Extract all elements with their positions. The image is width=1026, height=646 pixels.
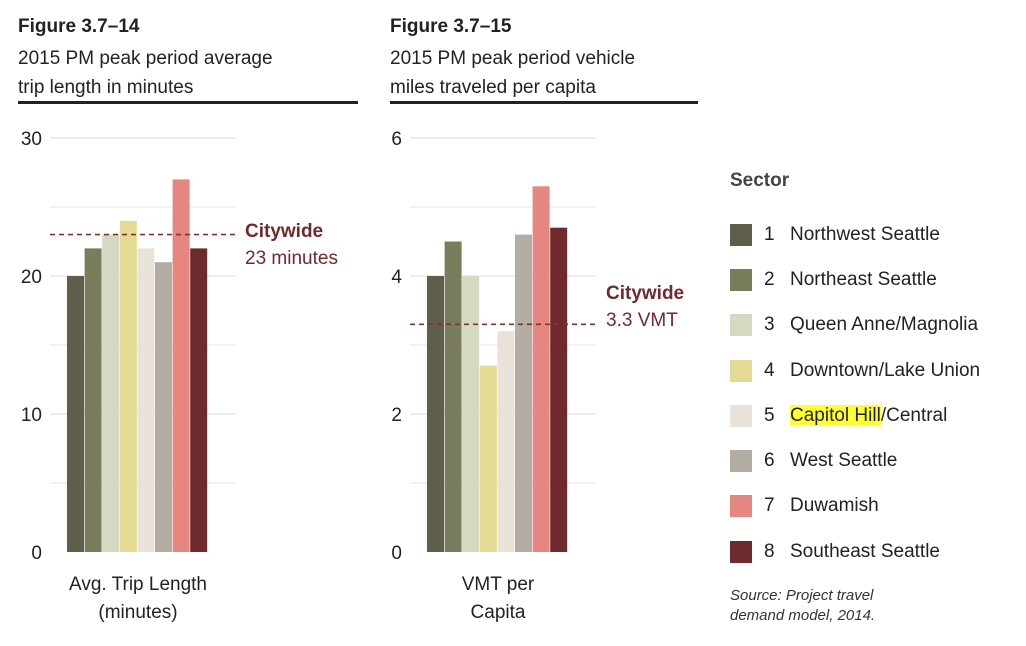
legend-label-highlight: Capitol Hill: [790, 404, 881, 426]
legend-number: 6: [764, 450, 775, 472]
vmt-ytick-label: 4: [391, 267, 402, 288]
vmt-bar-sector-5: [497, 331, 515, 552]
vmt-ytick-label: 2: [391, 405, 402, 426]
vmt-bar-sector-7: [532, 186, 550, 553]
legend-number: 1: [764, 223, 775, 245]
legend-item: 6 West Seattle: [730, 438, 980, 483]
right-subtitle-line1: 2015 PM peak period vehicle: [390, 48, 636, 69]
legend-label: Northwest Seattle: [790, 223, 940, 245]
legend-number: 7: [764, 495, 775, 517]
vmt-xlabel-line2: Capita: [471, 602, 526, 623]
legend-label: Northeast Seattle: [790, 268, 937, 290]
vmt-ytick-label: 6: [391, 129, 402, 150]
legend-swatch: [730, 223, 752, 246]
trip-length-ytick-label: 30: [21, 129, 42, 150]
legend-swatch: [730, 495, 752, 518]
trip-length-xlabel-line2: (minutes): [98, 602, 177, 623]
vmt-ytick-label: 0: [391, 543, 402, 564]
left-subtitle-line1: 2015 PM peak period average: [18, 48, 273, 69]
legend-item: 4 Downtown/Lake Union: [730, 348, 980, 393]
legend-number: 8: [764, 540, 775, 562]
right-figure-subtitle: 2015 PM peak period vehicle miles travel…: [390, 44, 635, 102]
legend-swatch: [730, 450, 752, 473]
trip-length-ytick-label: 10: [21, 405, 42, 426]
legend-number: 3: [764, 314, 775, 336]
trip-length-xlabel-line1: Avg. Trip Length: [69, 574, 207, 595]
trip-length-bar-sector-4: [119, 220, 137, 553]
vmt-bar-sector-8: [550, 227, 568, 552]
legend-label: Southeast Seattle: [790, 540, 940, 562]
legend-number: 4: [764, 359, 775, 381]
trip-length-bar-sector-6: [155, 262, 172, 552]
legend-item: 5 Capitol Hill/Central: [730, 393, 980, 438]
legend-label: Duwamish: [790, 495, 879, 517]
vmt-bar-sector-6: [515, 234, 532, 552]
legend-item: 1 Northwest Seattle: [730, 212, 980, 257]
legend-swatch: [730, 359, 752, 382]
right-figure-number: Figure 3.7–15: [390, 16, 512, 37]
legend-item: 3 Queen Anne/Magnolia: [730, 303, 980, 348]
legend-title: Sector: [730, 170, 790, 191]
trip-length-bar-sector-3: [102, 234, 120, 552]
legend-swatch: [730, 268, 752, 291]
vmt-bar-sector-3: [462, 276, 480, 552]
legend-number: 5: [764, 404, 775, 426]
source-line1: Source: Project travel: [730, 587, 874, 604]
trip-length-citywide-label: Citywide: [245, 221, 323, 242]
legend-number: 2: [764, 268, 775, 290]
vmt-bar-sector-1: [427, 276, 444, 552]
left-figure-subtitle: 2015 PM peak period average trip length …: [18, 44, 273, 102]
right-title-rule: [390, 101, 698, 104]
source-note: Source: Project travel demand model, 201…: [730, 586, 875, 626]
sector-legend: Sector 1 Northwest Seattle 2 Northeast Seat…: [730, 170, 980, 574]
trip-length-bar-sector-1: [67, 276, 84, 552]
legend-item: 7 Duwamish: [730, 484, 980, 529]
vmt-bar-sector-4: [479, 365, 497, 552]
vmt-citywide-label: Citywide: [606, 283, 684, 304]
legend-label: Queen Anne/Magnolia: [790, 314, 979, 336]
trip-length-bar-sector-2: [84, 248, 102, 552]
legend-label: West Seattle: [790, 450, 898, 472]
right-subtitle-line2: miles traveled per capita: [390, 77, 596, 98]
legend-swatch: [730, 404, 752, 427]
legend-item: 2 Northeast Seattle: [730, 257, 980, 302]
legend-item: 8 Southeast Seattle: [730, 529, 980, 574]
trip-length-citywide-value: 23 minutes: [245, 248, 338, 269]
legend-items: 1 Northwest Seattle 2 Northeast Seattle 3 Que…: [730, 212, 980, 574]
left-subtitle-line2: trip length in minutes: [18, 77, 194, 98]
legend-swatch: [730, 314, 752, 337]
vmt-bar-sector-2: [444, 241, 462, 552]
vmt-citywide-value: 3.3 VMT: [606, 310, 678, 331]
left-title-rule: [18, 101, 358, 104]
trip-length-bar-sector-8: [190, 248, 208, 552]
legend-label: Downtown/Lake Union: [790, 359, 981, 381]
left-figure-number: Figure 3.7–14: [18, 16, 140, 37]
trip-length-bar-sector-5: [137, 248, 155, 552]
source-line2: demand model, 2014.: [730, 607, 876, 624]
trip-length-ytick-label: 20: [21, 267, 42, 288]
legend-swatch: [730, 540, 752, 563]
trip-length-bar-sector-7: [172, 179, 190, 552]
trip-length-ytick-label: 0: [31, 543, 42, 564]
legend-label: Capitol Hill/Central: [790, 404, 948, 426]
vmt-xlabel-line1: VMT per: [462, 574, 535, 595]
